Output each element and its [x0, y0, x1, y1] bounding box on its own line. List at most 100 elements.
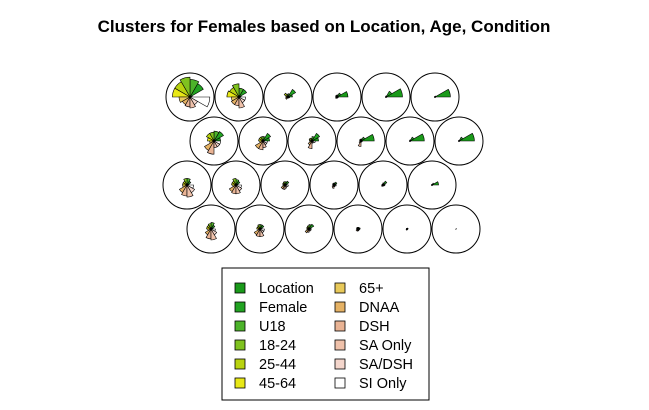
som-unit [361, 72, 411, 122]
som-unit [385, 116, 435, 166]
segment-si-only [185, 184, 194, 189]
segment-female [458, 136, 464, 142]
segment-location [433, 88, 451, 98]
som-unit [263, 72, 313, 122]
segment-45-64 [172, 87, 192, 98]
legend-label: SA/DSH [359, 357, 413, 373]
segment-u18 [210, 222, 215, 231]
segment-dsh [357, 139, 362, 147]
segment-25-44 [205, 132, 215, 142]
legend-swatch [334, 282, 346, 294]
segment-dsh [306, 227, 310, 233]
som-unit [235, 204, 285, 254]
segment-dsh [307, 139, 313, 150]
legend-label: 25-44 [259, 357, 296, 373]
legend-swatch [334, 320, 346, 332]
chart-title: Clusters for Females based on Location, … [98, 17, 551, 36]
som-unit [260, 160, 310, 210]
som-unit [382, 204, 432, 254]
segment-u18 [287, 93, 291, 99]
segment-si-only [237, 96, 246, 101]
segment-45-64 [226, 90, 241, 98]
segment-45-64 [206, 226, 213, 230]
segment-si-only [209, 228, 216, 232]
legend-label: SA Only [359, 338, 412, 354]
legend-box [221, 267, 430, 401]
segment-si-only [234, 184, 242, 189]
segment-dsh [206, 139, 215, 155]
som-unit [434, 116, 484, 166]
segment-female [336, 92, 342, 98]
segment-female [409, 136, 415, 142]
som-unit [284, 204, 334, 254]
segment-si-only [356, 228, 361, 231]
legend-label: Female [259, 300, 307, 316]
som-unit [312, 72, 362, 122]
legend-swatch [234, 358, 246, 370]
segment-si-only [212, 140, 221, 145]
segment-female [213, 131, 224, 142]
som-unit [165, 72, 215, 122]
legend-label: Location [259, 281, 314, 297]
segment-si-only [307, 228, 312, 231]
segment-female [287, 88, 297, 98]
legend-swatch [334, 377, 346, 389]
som-unit [358, 160, 408, 210]
segment-dsh [258, 139, 264, 151]
som-unit [309, 160, 359, 210]
segment-si-only [359, 140, 363, 143]
segment-si-only [261, 140, 268, 144]
segment-female [308, 223, 315, 230]
segment-female [360, 136, 366, 142]
segment-u18 [308, 224, 312, 231]
segment-si-only [310, 140, 316, 144]
legend-swatch [234, 301, 246, 313]
legend-label: 65+ [359, 281, 384, 297]
legend-swatch [334, 358, 346, 370]
som-unit [189, 116, 239, 166]
segment-18-24 [179, 76, 191, 99]
som-units [162, 72, 484, 254]
segment-si-only [335, 96, 339, 99]
legend-label: DNAA [359, 300, 400, 316]
segment-female [382, 180, 388, 186]
legend-label: SI Only [359, 376, 407, 392]
som-unit [333, 204, 383, 254]
segment-dnaa [304, 228, 310, 234]
segment-sa-dsh [210, 228, 218, 236]
legend-swatch [234, 377, 246, 389]
som-unit [211, 160, 261, 210]
legend-swatch [234, 282, 246, 294]
segment-si-only [188, 96, 211, 108]
segment-sa-dsh [186, 184, 196, 194]
segment-si-only [258, 228, 265, 232]
legend-label: DSH [359, 319, 390, 335]
segment-u18 [311, 136, 315, 143]
legend: Location Female U18 18-24 25-44 45-64 65+ DNAA D… [234, 281, 413, 392]
segment-female [385, 90, 393, 98]
segment-female [284, 180, 290, 186]
segment-si-only [283, 184, 289, 188]
segment-25-44 [283, 92, 289, 98]
segment-si-only [286, 96, 291, 99]
segment-si-only [381, 184, 386, 187]
segment-45-64 [256, 226, 262, 230]
som-unit [287, 116, 337, 166]
som-unit [238, 116, 288, 166]
segment-u18 [213, 130, 220, 143]
som-unit [336, 116, 386, 166]
som-unit [410, 72, 460, 122]
segment-dsh [331, 183, 335, 189]
segment-si-only [332, 184, 337, 187]
segment-45-64 [309, 139, 314, 142]
segment-45-64 [207, 137, 216, 142]
legend-label: 18-24 [259, 338, 296, 354]
segment-sa-dsh [235, 184, 243, 192]
legend-swatch [334, 301, 346, 313]
segment-45-64 [231, 182, 238, 186]
segment-45-64 [258, 138, 265, 142]
legend-swatch [234, 339, 246, 351]
legend-label: U18 [259, 319, 286, 335]
legend-label: 45-64 [259, 376, 296, 392]
